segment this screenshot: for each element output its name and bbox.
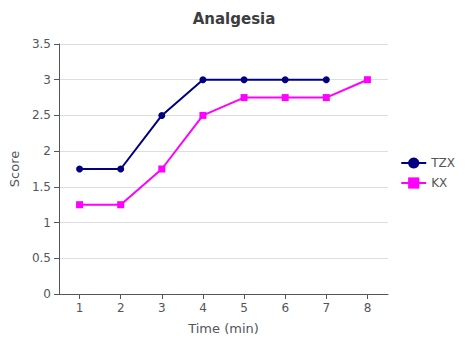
svg-text:3: 3	[43, 73, 51, 87]
svg-text:7: 7	[322, 301, 330, 315]
svg-text:Analgesia: Analgesia	[193, 10, 276, 28]
svg-text:2: 2	[43, 144, 51, 158]
svg-text:Score: Score	[7, 151, 22, 187]
svg-text:0.5: 0.5	[32, 251, 51, 265]
svg-text:1: 1	[43, 216, 51, 230]
svg-text:3.5: 3.5	[32, 37, 51, 51]
svg-text:Time (min): Time (min)	[187, 321, 259, 336]
svg-text:1: 1	[76, 301, 84, 315]
svg-text:2: 2	[117, 301, 125, 315]
svg-text:6: 6	[281, 301, 289, 315]
svg-text:4: 4	[199, 301, 207, 315]
svg-text:2.5: 2.5	[32, 108, 51, 122]
svg-text:5: 5	[240, 301, 248, 315]
svg-text:1.5: 1.5	[32, 180, 51, 194]
svg-text:8: 8	[364, 301, 372, 315]
svg-text:3: 3	[158, 301, 166, 315]
svg-text:TZX: TZX	[430, 156, 455, 170]
svg-text:KX: KX	[431, 176, 447, 190]
svg-text:0: 0	[43, 287, 51, 301]
